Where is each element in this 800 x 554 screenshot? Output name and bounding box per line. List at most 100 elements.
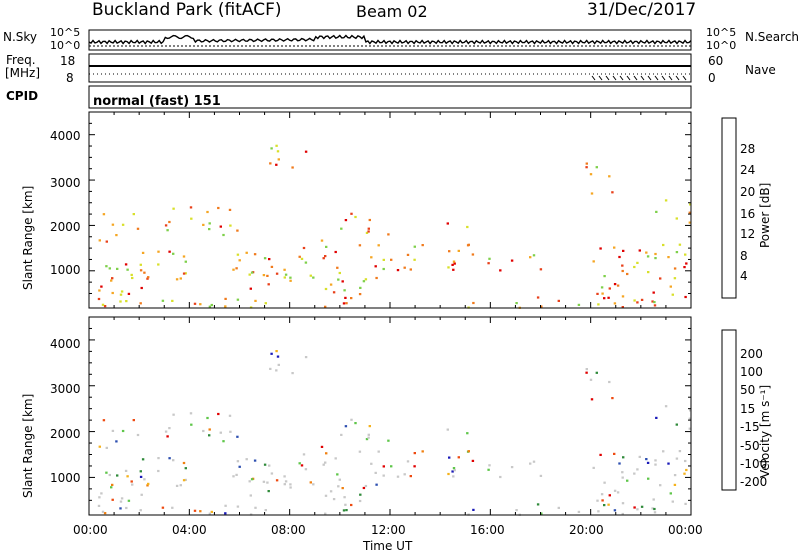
power-cell bbox=[108, 267, 111, 270]
velocity-cell bbox=[472, 508, 475, 511]
velocity-cell bbox=[585, 371, 588, 374]
power-cell bbox=[626, 272, 629, 276]
velocity-cell bbox=[157, 457, 160, 460]
velocity-cell bbox=[618, 462, 621, 465]
velocity-cell bbox=[208, 512, 212, 515]
power-cell bbox=[121, 223, 125, 226]
velocity-cell bbox=[235, 473, 238, 476]
velocity-cell bbox=[452, 467, 456, 470]
velocity-cell bbox=[688, 427, 691, 430]
power-cell bbox=[577, 303, 581, 306]
power-cell bbox=[618, 255, 621, 259]
power-cell bbox=[217, 206, 220, 210]
velocity-cell bbox=[270, 352, 273, 355]
velocity-cell bbox=[262, 480, 266, 483]
power-cell bbox=[172, 207, 175, 210]
power-cell bbox=[344, 296, 347, 299]
velocity-cell bbox=[636, 468, 639, 471]
velocity-cell bbox=[344, 425, 348, 428]
power-cell bbox=[147, 276, 150, 279]
power-cell bbox=[377, 244, 380, 247]
power-cell bbox=[368, 218, 371, 222]
velocity-cell bbox=[595, 371, 598, 374]
velocity-cell bbox=[350, 503, 353, 507]
velocity-cbar-tick-200: 200 bbox=[740, 347, 763, 361]
velocity-cell bbox=[119, 507, 122, 510]
power-cell bbox=[636, 261, 639, 264]
power-cell bbox=[367, 230, 370, 233]
xtick-1200: 12:00 bbox=[371, 523, 406, 537]
velocity-cell bbox=[184, 478, 187, 481]
velocity-cell bbox=[652, 498, 655, 501]
power-cell bbox=[302, 246, 306, 250]
power-cell bbox=[621, 295, 625, 298]
power-cell bbox=[675, 251, 679, 254]
power-cell bbox=[403, 266, 406, 269]
velocity-cbar-tick-15: 15 bbox=[740, 402, 756, 416]
velocity-cell bbox=[413, 465, 416, 468]
velocity-cell bbox=[132, 419, 135, 422]
power-cell bbox=[382, 258, 385, 261]
power-cell bbox=[229, 224, 232, 227]
power-cell bbox=[675, 217, 678, 220]
velocity-cell bbox=[515, 509, 518, 512]
xtick-0400: 04:00 bbox=[172, 523, 207, 537]
velocity-ytick-4000: 4000 bbox=[50, 337, 81, 351]
velocity-cbar-tick-100: 100 bbox=[740, 365, 763, 379]
power-cell bbox=[175, 278, 179, 281]
velocity-cell bbox=[208, 428, 211, 431]
velocity-cell bbox=[309, 481, 312, 484]
power-cell bbox=[585, 166, 588, 169]
velocity-cell bbox=[110, 486, 113, 489]
velocity-cell bbox=[367, 436, 370, 439]
power-cell bbox=[529, 256, 532, 259]
velocity-cell bbox=[616, 491, 620, 494]
power-cell bbox=[613, 302, 617, 305]
power-cell bbox=[324, 255, 327, 258]
power-cell bbox=[222, 233, 225, 237]
nave-mark bbox=[675, 75, 680, 81]
power-cell bbox=[655, 210, 658, 213]
nave-tick-top: 60 bbox=[708, 54, 724, 68]
power-cell bbox=[557, 299, 560, 302]
power-cell bbox=[653, 304, 657, 307]
velocity-cell bbox=[320, 445, 324, 448]
velocity-cell bbox=[228, 414, 232, 417]
velocity-cell bbox=[590, 398, 594, 401]
velocity-cell bbox=[685, 468, 688, 472]
velocity-cell bbox=[358, 450, 362, 453]
velocity-cell bbox=[375, 483, 378, 486]
power-cell bbox=[688, 221, 691, 224]
velocity-cell bbox=[224, 512, 227, 515]
velocity-cell bbox=[168, 457, 171, 460]
velocity-cell bbox=[245, 458, 248, 461]
power-cell bbox=[452, 268, 455, 271]
velocity-cell bbox=[97, 504, 101, 507]
velocity-cell bbox=[673, 474, 677, 477]
xtick-0000-end: 00:00 bbox=[668, 523, 703, 537]
power-cell bbox=[320, 239, 324, 242]
velocity-cell bbox=[267, 490, 270, 493]
velocity-cell bbox=[250, 478, 254, 481]
velocity-ylabel: Slant Range [km] bbox=[21, 393, 35, 498]
power-cell bbox=[589, 173, 593, 176]
power-cell bbox=[452, 260, 456, 263]
velocity-cbar-tick-neg200: -200 bbox=[740, 475, 768, 489]
power-cell bbox=[585, 162, 588, 165]
velocity-cell bbox=[592, 466, 595, 469]
power-cell bbox=[325, 245, 328, 248]
velocity-cell bbox=[678, 450, 682, 453]
velocity-cell bbox=[283, 483, 286, 486]
power-cell bbox=[654, 252, 657, 256]
velocity-cell bbox=[139, 470, 142, 473]
power-cell bbox=[166, 229, 169, 232]
velocity-cell bbox=[689, 409, 692, 412]
power-cell bbox=[324, 287, 328, 291]
velocity-cell bbox=[147, 482, 150, 485]
velocity-cell bbox=[116, 474, 119, 477]
power-cell bbox=[515, 302, 518, 305]
velocity-heatmap bbox=[97, 350, 692, 516]
power-cell bbox=[120, 290, 124, 293]
noise-tick-right-top: 10^5 bbox=[706, 26, 737, 39]
velocity-cell bbox=[345, 509, 348, 512]
